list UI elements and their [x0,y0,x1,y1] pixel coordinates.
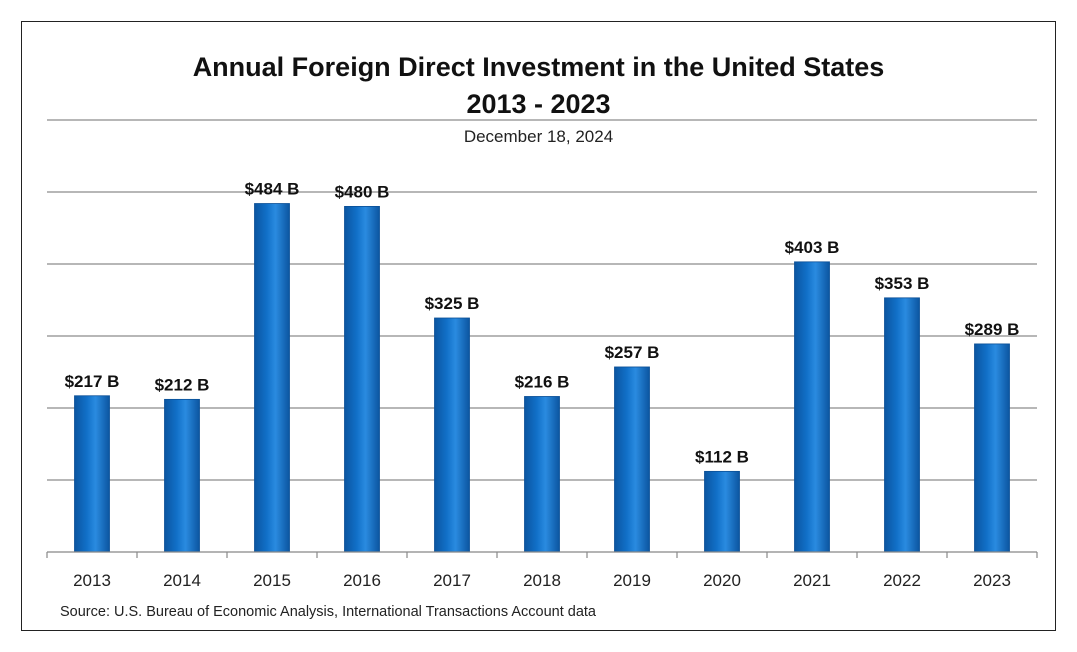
bar-2021 [794,261,830,553]
bar-2019 [614,366,650,553]
bar-2016 [344,205,380,553]
bar-2013 [74,395,110,553]
x-tick-label-2013: 2013 [73,571,111,590]
x-tick-label-2014: 2014 [163,571,201,590]
x-tick-label-2019: 2019 [613,571,651,590]
chart-title: Annual Foreign Direct Investment in the … [192,52,885,82]
data-label-2022: $353 B [875,274,930,293]
data-label-2020: $112 B [695,447,749,466]
x-tick-label-2017: 2017 [433,571,471,590]
bar-2018 [524,396,560,553]
bar-2015 [254,203,290,553]
x-tick-label-2016: 2016 [343,571,381,590]
data-label-2021: $403 B [785,238,840,257]
data-label-2013: $217 B [65,372,120,391]
bar-2020 [704,470,740,553]
bar-2017 [434,317,470,553]
data-label-2019: $257 B [605,343,660,362]
data-label-2018: $216 B [515,372,570,391]
chart-subtitle-date: December 18, 2024 [463,127,614,146]
x-tick-label-2015: 2015 [253,571,291,590]
data-label-2016: $480 B [335,182,390,201]
bar-2014 [164,398,200,553]
bar-2023 [974,343,1010,553]
chart-source-note: Source: U.S. Bureau of Economic Analysis… [60,604,596,620]
data-label-2017: $325 B [425,294,480,313]
data-label-2023: $289 B [965,320,1020,339]
data-label-2014: $212 B [155,375,210,394]
x-tick-label-2023: 2023 [973,571,1011,590]
bar-2022 [884,297,920,553]
data-label-2015: $484 B [245,180,300,199]
x-tick-label-2018: 2018 [523,571,561,590]
x-tick-label-2022: 2022 [883,571,921,590]
x-tick-label-2021: 2021 [793,571,831,590]
chart-title-years: 2013 - 2023 [466,89,611,119]
x-tick-label-2020: 2020 [703,571,741,590]
